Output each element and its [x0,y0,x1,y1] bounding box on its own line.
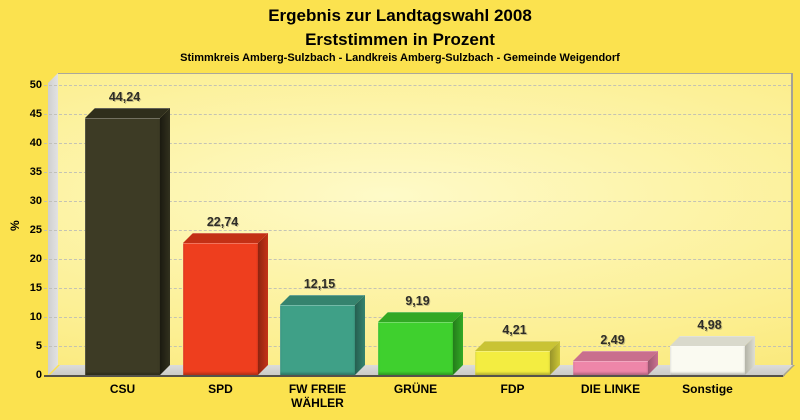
y-tick-label-35: 35 [29,165,42,178]
y-tick-label-10: 10 [29,310,42,323]
bar-top-face [183,233,268,243]
bar-fw-freie-wähler [280,295,365,375]
axis-wall-3d [48,73,58,375]
x-label-fw-freie-wähler: FW FREIE WÄHLER [288,382,347,410]
gridline-40 [44,143,791,144]
bar-front-face [378,322,453,375]
bar-front-face [573,361,648,375]
y-tick-label-5: 5 [35,339,42,352]
y-tick-label-15: 15 [29,281,42,294]
bar-top-face [670,336,755,346]
y-tick-label-45: 45 [29,107,42,120]
bar-spd [183,233,268,375]
y-tick-label-30: 30 [29,194,42,207]
bar-die-linke [573,351,658,375]
bar-top-face [475,341,560,351]
chart-caption: Stimmkreis Amberg-Sulzbach - Landkreis A… [180,52,620,64]
chart-title: Ergebnis zur Landtagswahl 2008 [268,6,532,25]
chart-subtitle: Erststimmen in Prozent [305,30,495,49]
plot-border-top [58,73,793,74]
x-label-fdp: FDP [500,382,525,396]
gridline-30 [44,201,791,202]
bar-top-face [85,108,170,118]
value-label-grüne: 9,19 [405,294,430,308]
bar-side-face [453,312,463,375]
gridline-15 [44,288,791,289]
bar-csu [85,108,170,375]
bar-top-face [378,312,463,322]
bar-front-face [280,305,355,375]
x-label-sonstige: Sonstige [682,382,733,396]
value-label-spd: 22,74 [206,215,239,229]
bar-top-face [573,351,658,361]
value-label-csu: 44,24 [108,90,141,104]
bar-side-face [160,108,170,375]
bar-sonstige [670,336,755,375]
gridline-20 [44,259,791,260]
bar-fdp [475,341,560,375]
y-tick-label-20: 20 [29,252,42,265]
y-tick-label-25: 25 [29,223,42,236]
gridline-25 [44,230,791,231]
y-tick-label-40: 40 [29,136,42,149]
value-label-sonstige: 4,98 [697,318,722,332]
x-label-spd: SPD [208,382,233,396]
x-label-csu: CSU [109,382,136,396]
value-label-fdp: 4,21 [502,323,527,337]
gridline-45 [44,114,791,115]
value-label-die-linke: 2,49 [600,333,625,347]
y-tick-label-50: 50 [29,78,42,91]
bar-front-face [183,243,258,375]
plot-border-right [791,73,793,365]
y-tick-label-0: 0 [35,368,42,381]
bar-side-face [355,295,365,375]
gridline-35 [44,172,791,173]
bar-top-face [280,295,365,305]
x-axis-line [44,375,52,377]
bar-front-face [85,118,160,375]
gridline-50 [44,85,791,86]
x-label-die-linke: DIE LINKE [580,382,641,396]
bar-side-face [258,233,268,375]
bar-front-face [670,346,745,375]
bar-front-face [475,351,550,375]
bar-grüne [378,312,463,375]
x-label-grüne: GRÜNE [393,382,438,396]
y-axis-title: % [8,220,22,231]
value-label-fw-freie-wähler: 12,15 [303,277,336,291]
